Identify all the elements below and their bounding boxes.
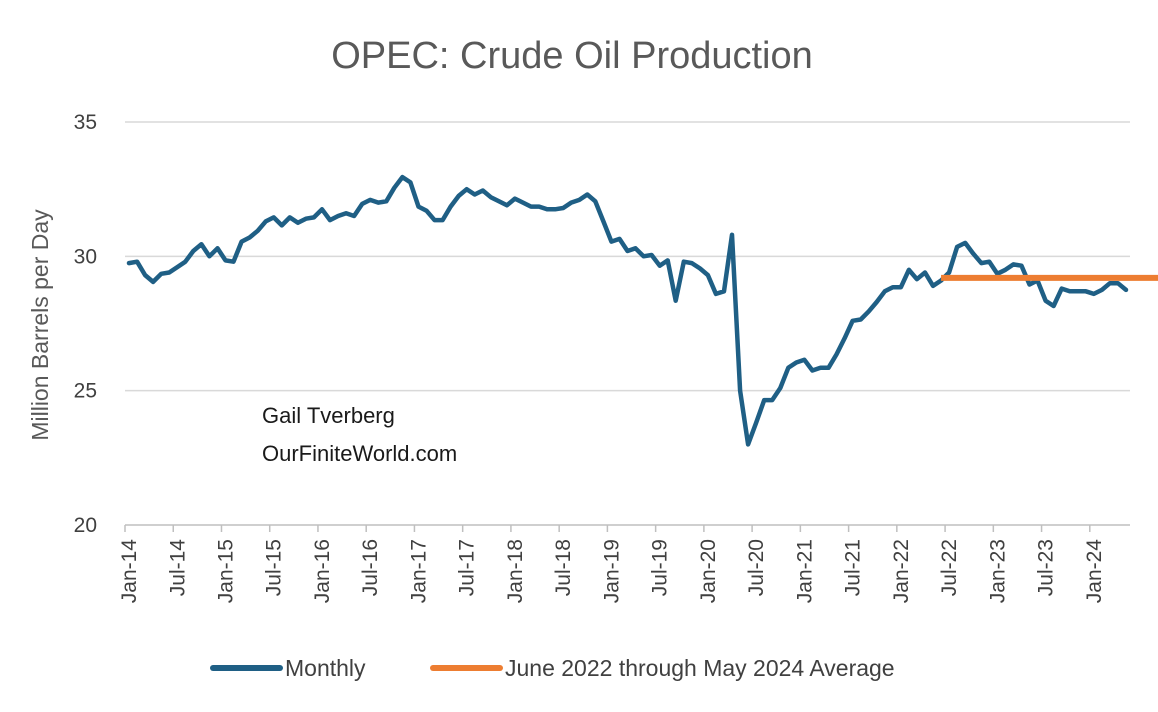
x-tick-label: Jul-19 bbox=[649, 539, 672, 596]
grid-lines bbox=[124, 121, 1130, 532]
legend: Monthly June 2022 through May 2024 Averag… bbox=[210, 655, 895, 681]
legend-label-monthly: Monthly bbox=[285, 655, 366, 681]
chart-title: OPEC: Crude Oil Production bbox=[331, 35, 813, 77]
x-tick-label: Jan-16 bbox=[311, 539, 334, 603]
x-tick-label: Jan-20 bbox=[697, 539, 720, 603]
annotation-author: Gail Tverberg bbox=[262, 403, 395, 428]
y-tick-label: 25 bbox=[74, 380, 97, 403]
series-line-monthly bbox=[126, 174, 1129, 447]
x-tick-label: Jan-19 bbox=[600, 539, 623, 603]
x-tick-label: Jul-17 bbox=[456, 539, 479, 596]
x-tick-label: Jan-24 bbox=[1083, 539, 1106, 604]
x-tick-label: Jan-14 bbox=[118, 539, 141, 604]
series-lines bbox=[126, 174, 1158, 447]
y-tick-label: 35 bbox=[74, 111, 97, 134]
x-tick-label: Jul-14 bbox=[166, 539, 189, 597]
y-tick-label: 30 bbox=[74, 245, 97, 268]
x-tick-label: Jul-20 bbox=[745, 539, 768, 596]
x-tick-label: Jul-18 bbox=[552, 539, 575, 596]
legend-label-average: June 2022 through May 2024 Average bbox=[505, 655, 895, 681]
x-tick-label: Jul-23 bbox=[1035, 539, 1058, 596]
x-tick-label: Jan-23 bbox=[986, 539, 1009, 603]
x-tick-label: Jul-22 bbox=[938, 539, 961, 596]
x-tick-label: Jan-15 bbox=[215, 539, 238, 603]
y-tick-labels: 20 25 30 35 bbox=[74, 111, 97, 537]
x-tick-label: Jul-21 bbox=[842, 539, 865, 596]
y-axis-label: Million Barrels per Day bbox=[27, 209, 53, 441]
x-tick-labels: Jan-14 Jul-14 Jan-15 Jul-15 Jan-16 Jul-16 Jan-… bbox=[118, 539, 1106, 604]
x-tick-label: Jan-21 bbox=[793, 539, 816, 603]
annotation-website: OurFiniteWorld.com bbox=[262, 441, 457, 466]
x-tick-label: Jul-15 bbox=[263, 539, 286, 596]
x-tick-label: Jan-18 bbox=[504, 539, 527, 603]
x-tick-label: Jan-22 bbox=[890, 539, 913, 603]
y-tick-label: 20 bbox=[74, 514, 97, 537]
x-tick-label: Jul-16 bbox=[359, 539, 382, 596]
x-tick-label: Jan-17 bbox=[407, 539, 430, 603]
